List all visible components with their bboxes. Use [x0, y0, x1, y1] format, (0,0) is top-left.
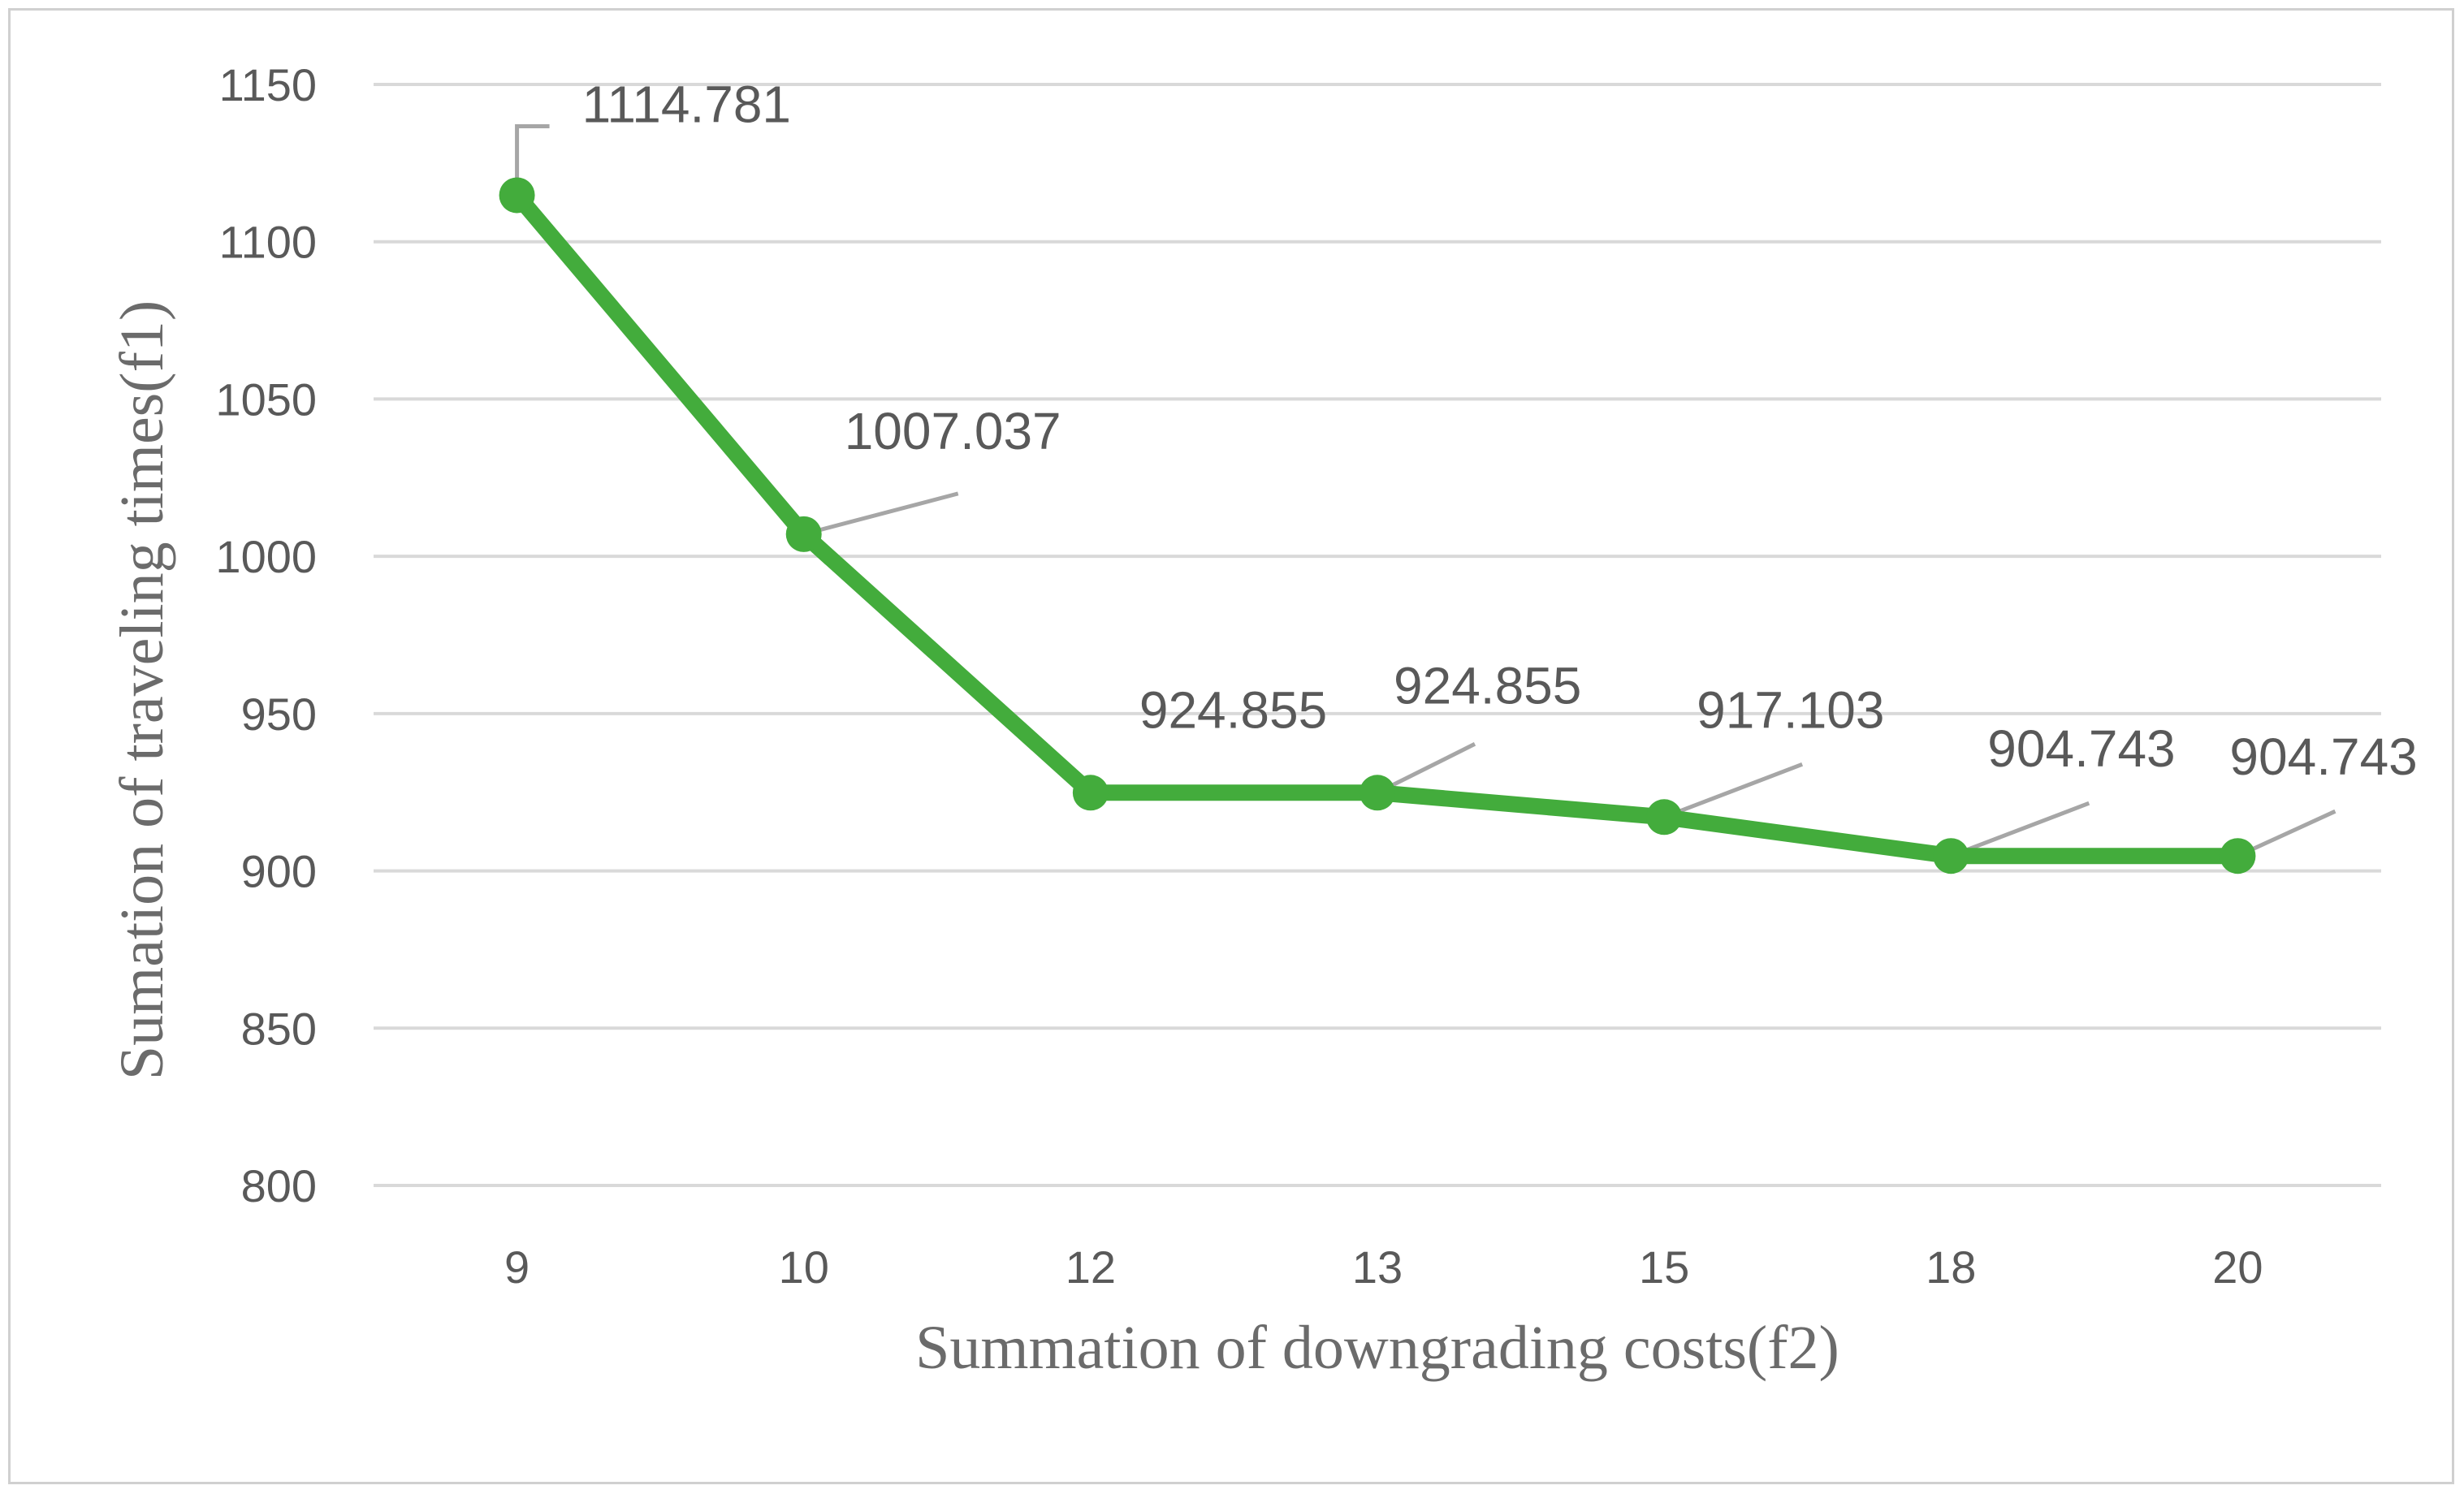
y-tick-label-1100: 1100 — [219, 217, 317, 268]
y-tick-label-1000: 1000 — [215, 531, 317, 582]
data-label-9: 1114.781 — [582, 75, 791, 133]
leader-line-13 — [1376, 742, 1476, 795]
data-point-9 — [499, 177, 535, 214]
y-axis-title: Sumation of traveling times(f1) — [108, 300, 176, 1080]
data-label-18: 904.743 — [1987, 719, 2175, 778]
data-labels: 1114.781 1007.037 924.855 924.855 917.103 904… — [582, 75, 2418, 786]
leader-line-20 — [2237, 809, 2336, 858]
gridlines — [374, 83, 2381, 1187]
series-group — [499, 177, 2256, 874]
data-label-12: 924.855 — [1139, 680, 1327, 739]
x-tick-label-12: 12 — [1066, 1241, 1116, 1293]
data-label-15: 917.103 — [1697, 680, 1884, 739]
data-label-leaders — [515, 123, 2336, 858]
chart-frame — [8, 8, 2454, 1484]
x-tick-label-13: 13 — [1352, 1241, 1403, 1293]
data-point-13 — [1360, 775, 1395, 811]
data-label-13: 924.855 — [1394, 656, 1581, 715]
leader-line-10 — [803, 491, 959, 537]
y-tick-label-1150: 1150 — [219, 59, 317, 110]
leader-line-15 — [1663, 762, 1804, 819]
y-tick-label-1050: 1050 — [215, 374, 317, 425]
data-point-12 — [1072, 775, 1109, 811]
data-point-18 — [1933, 838, 1969, 874]
x-axis-ticks: 9 10 12 13 15 18 20 — [504, 1241, 2263, 1293]
data-point-20 — [2220, 838, 2256, 874]
y-tick-label-850: 850 — [241, 1003, 317, 1054]
x-tick-label-10: 10 — [779, 1241, 829, 1293]
data-label-10: 1007.037 — [845, 402, 1061, 460]
data-label-20: 904.743 — [2229, 728, 2417, 786]
leader-line-9 — [515, 123, 550, 179]
y-tick-label-950: 950 — [241, 689, 317, 740]
x-tick-label-9: 9 — [504, 1241, 530, 1293]
x-tick-label-20: 20 — [2212, 1241, 2263, 1293]
data-point-10 — [785, 516, 822, 552]
y-axis-ticks: 800 850 900 950 1000 1050 1100 1150 — [215, 59, 317, 1211]
series-line — [508, 187, 2246, 865]
x-tick-label-15: 15 — [1639, 1241, 1689, 1293]
y-tick-label-800: 800 — [241, 1160, 317, 1211]
y-tick-label-900: 900 — [241, 846, 317, 897]
data-point-15 — [1646, 799, 1683, 836]
x-axis-title: Summation of downgrading costs(f2) — [915, 1314, 1839, 1382]
x-tick-label-18: 18 — [1926, 1241, 1976, 1293]
leader-line-18 — [1950, 801, 2090, 858]
